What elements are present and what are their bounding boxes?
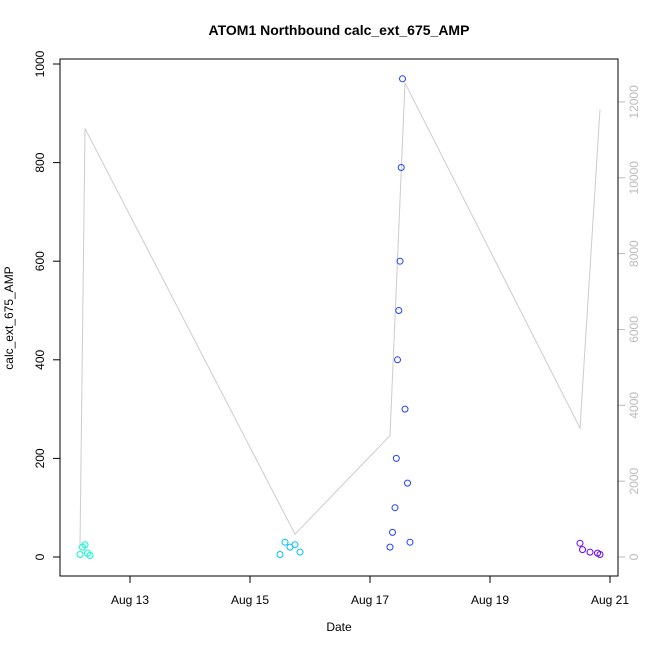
x-axis-label: Date <box>326 620 352 634</box>
y-tick-label: 600 <box>33 251 47 271</box>
chart-title: ATOM1 Northbound calc_ext_675_AMP <box>209 22 470 38</box>
y2-tick-label: 0 <box>627 553 641 560</box>
points-layer <box>76 75 604 559</box>
data-point <box>276 551 284 558</box>
x-tick-label: Aug 21 <box>591 593 629 607</box>
data-point <box>404 479 411 487</box>
data-point <box>86 552 94 559</box>
data-point <box>291 541 299 549</box>
y2-tick-label: 10000 <box>627 161 641 195</box>
data-point <box>392 454 400 462</box>
axes-layer: Aug 13 Aug 15 Aug 17 Aug 19 Aug 21 0 200 400 600… <box>33 50 641 607</box>
y2-tick-label: 6000 <box>627 316 641 343</box>
data-point <box>81 541 89 549</box>
secondary-series-line <box>79 81 601 546</box>
data-point <box>394 356 401 364</box>
data-point <box>406 538 414 546</box>
data-point <box>397 164 405 171</box>
y-tick-label: 1000 <box>33 50 47 77</box>
y-tick-label: 800 <box>33 152 47 172</box>
y-tick-label: 400 <box>33 349 47 369</box>
data-point <box>401 405 409 413</box>
data-point <box>395 307 403 314</box>
x-tick-label: Aug 13 <box>111 593 149 607</box>
x-tick-label: Aug 19 <box>471 593 509 607</box>
data-point <box>296 548 304 556</box>
plot-frame <box>59 58 619 577</box>
y2-tick-label: 8000 <box>627 240 641 267</box>
data-point <box>396 257 404 265</box>
y-tick-label: 200 <box>33 448 47 468</box>
y-axis-label: calc_ext_675_AMP <box>2 266 16 369</box>
y2-tick-label: 12000 <box>627 85 641 119</box>
data-point <box>596 551 604 558</box>
data-point <box>281 538 289 546</box>
x-tick-label: Aug 15 <box>231 593 269 607</box>
y2-tick-label: 4000 <box>627 392 641 419</box>
data-point <box>399 75 406 83</box>
y-tick-label: 0 <box>33 553 47 560</box>
data-point <box>386 543 394 551</box>
data-point <box>76 551 84 558</box>
secondary-line-layer <box>79 81 601 546</box>
x-tick-label: Aug 17 <box>351 593 389 607</box>
data-point <box>391 504 399 512</box>
data-point <box>576 539 584 547</box>
data-point <box>586 548 594 556</box>
y2-tick-label: 2000 <box>627 467 641 494</box>
data-point <box>579 546 586 554</box>
data-point <box>389 528 396 536</box>
